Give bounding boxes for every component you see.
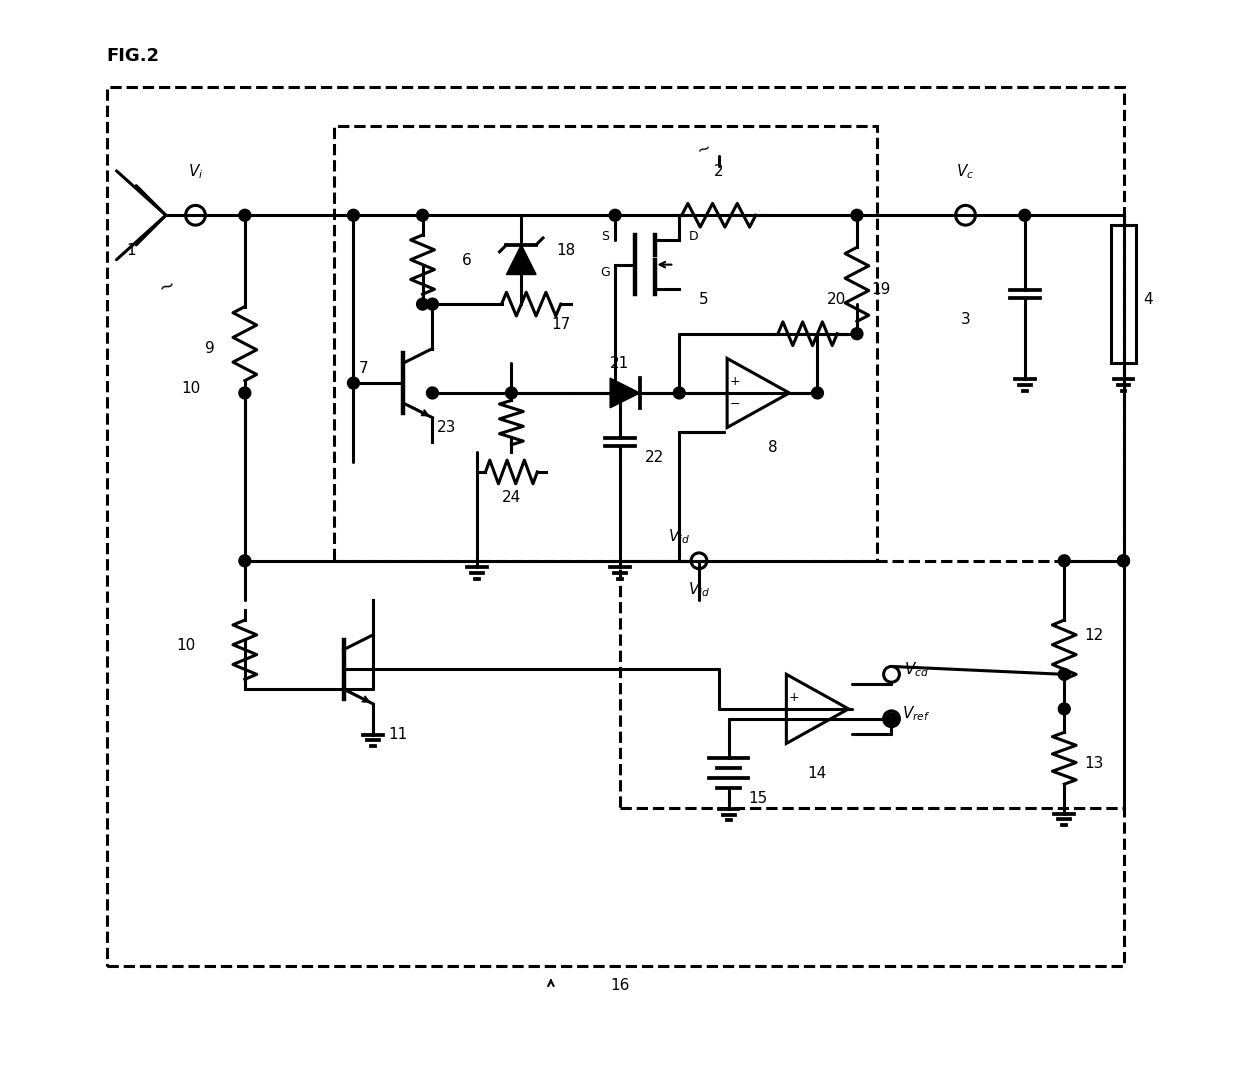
Text: 9: 9 xyxy=(206,341,215,357)
Circle shape xyxy=(347,209,360,221)
Text: ~: ~ xyxy=(694,139,713,160)
Text: 14: 14 xyxy=(807,766,827,781)
Circle shape xyxy=(1117,555,1130,566)
Text: 6: 6 xyxy=(463,253,471,267)
Text: $V_{ref}$: $V_{ref}$ xyxy=(901,705,930,723)
Text: 18: 18 xyxy=(556,243,575,257)
Text: $V_{id}$: $V_{id}$ xyxy=(688,580,711,599)
Text: 17: 17 xyxy=(551,316,570,332)
Text: ~: ~ xyxy=(156,275,177,298)
Text: $V_{cd}$: $V_{cd}$ xyxy=(904,660,929,679)
Text: +: + xyxy=(729,374,740,387)
Text: −: − xyxy=(730,398,740,411)
Text: 19: 19 xyxy=(872,283,892,297)
Polygon shape xyxy=(506,244,536,275)
Circle shape xyxy=(851,327,863,339)
Circle shape xyxy=(427,298,439,310)
Circle shape xyxy=(1059,555,1070,566)
Bar xyxy=(1111,225,1136,363)
Circle shape xyxy=(239,387,250,399)
Circle shape xyxy=(1019,209,1030,221)
Text: 4: 4 xyxy=(1143,292,1153,307)
Text: S: S xyxy=(601,230,609,243)
Circle shape xyxy=(1059,669,1070,681)
Text: 23: 23 xyxy=(438,420,456,435)
Circle shape xyxy=(811,387,823,399)
Text: 24: 24 xyxy=(501,490,521,504)
Circle shape xyxy=(609,209,621,221)
Text: D: D xyxy=(689,230,699,243)
Text: 22: 22 xyxy=(645,451,663,465)
Circle shape xyxy=(417,298,429,310)
Text: 10: 10 xyxy=(181,381,201,396)
Text: 2: 2 xyxy=(714,164,723,179)
Circle shape xyxy=(506,387,517,399)
Text: FIG.2: FIG.2 xyxy=(107,47,160,65)
Circle shape xyxy=(851,209,863,221)
Circle shape xyxy=(614,387,626,399)
Text: 11: 11 xyxy=(388,727,407,742)
Text: G: G xyxy=(600,266,610,279)
Circle shape xyxy=(239,209,250,221)
Text: 1: 1 xyxy=(126,243,136,257)
Circle shape xyxy=(417,209,429,221)
Text: 12: 12 xyxy=(1084,627,1104,643)
Text: −: − xyxy=(789,715,800,728)
Circle shape xyxy=(673,387,686,399)
Text: $V_{id}$: $V_{id}$ xyxy=(668,527,691,546)
Text: 16: 16 xyxy=(610,979,630,993)
Text: 13: 13 xyxy=(1084,756,1104,771)
Text: 7: 7 xyxy=(358,361,368,376)
Circle shape xyxy=(239,555,250,566)
Circle shape xyxy=(885,712,898,724)
Circle shape xyxy=(347,377,360,389)
Text: +: + xyxy=(789,691,800,704)
Text: 15: 15 xyxy=(749,791,768,805)
Circle shape xyxy=(1117,555,1130,566)
Text: $V_i$: $V_i$ xyxy=(187,161,203,181)
Text: 3: 3 xyxy=(961,312,971,327)
Text: 10: 10 xyxy=(176,637,196,652)
Circle shape xyxy=(427,387,439,399)
Text: 20: 20 xyxy=(827,292,847,307)
Text: 21: 21 xyxy=(610,357,630,371)
Text: 5: 5 xyxy=(699,292,708,307)
Text: $V_c$: $V_c$ xyxy=(956,161,975,181)
Circle shape xyxy=(1059,703,1070,715)
Polygon shape xyxy=(610,379,640,408)
Text: 8: 8 xyxy=(768,440,777,455)
